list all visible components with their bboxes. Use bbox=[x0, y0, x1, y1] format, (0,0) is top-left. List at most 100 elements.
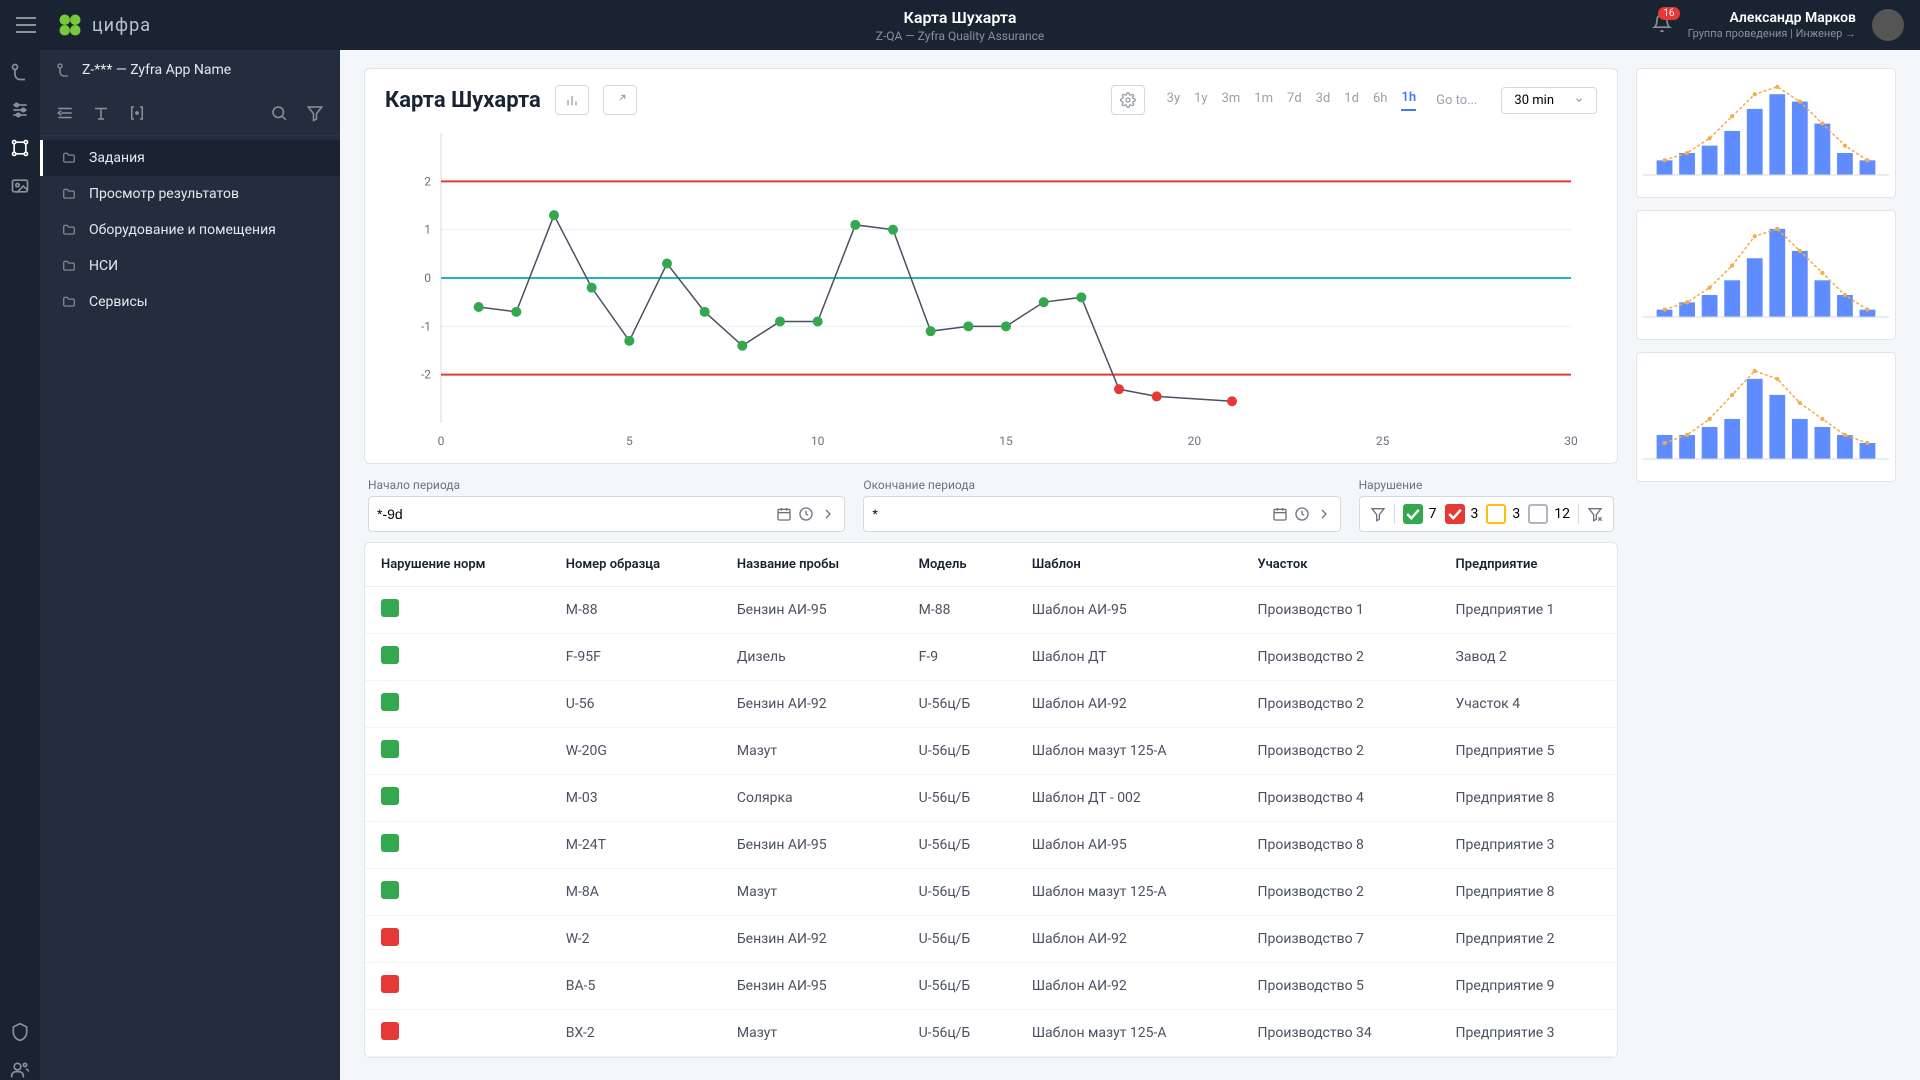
table-row[interactable]: M-03СоляркаU-56ц/БШаблон ДТ - 002Произво… bbox=[365, 775, 1617, 822]
table-row[interactable]: F-95FДизельF-9Шаблон ДТПроизводство 2Зав… bbox=[365, 634, 1617, 681]
chart-stats-button[interactable] bbox=[555, 85, 589, 115]
sidebar-item[interactable]: Задания bbox=[40, 140, 340, 176]
sidebar-item[interactable]: Оборудование и помещения bbox=[40, 212, 340, 248]
period-end-input[interactable] bbox=[863, 496, 1340, 532]
outdent-icon[interactable] bbox=[56, 104, 74, 122]
user-menu[interactable]: Александр Марков Группа проведения | Инж… bbox=[1688, 10, 1856, 40]
table-header[interactable]: Название пробы bbox=[721, 543, 903, 587]
table-row[interactable]: M-24TБензин АИ-95U-56ц/БШаблон АИ-95Прои… bbox=[365, 822, 1617, 869]
rail-icon-image[interactable] bbox=[10, 176, 30, 196]
chart-thumbnail[interactable] bbox=[1636, 210, 1896, 340]
cell-probe: Мазут bbox=[721, 1010, 903, 1057]
clock-icon[interactable] bbox=[798, 506, 814, 522]
range-tab-1h[interactable]: 1h bbox=[1401, 90, 1416, 111]
range-tab-1m[interactable]: 1m bbox=[1254, 91, 1273, 110]
range-tab-6h[interactable]: 6h bbox=[1373, 91, 1387, 110]
sidebar-item[interactable]: НСИ bbox=[40, 248, 340, 284]
range-tab-7d[interactable]: 7d bbox=[1287, 91, 1302, 110]
text-icon[interactable] bbox=[92, 104, 110, 122]
rail-icon-network[interactable] bbox=[10, 138, 30, 158]
period-end-field[interactable] bbox=[872, 506, 1265, 522]
menu-icon[interactable] bbox=[16, 17, 36, 33]
funnel-clear-icon[interactable] bbox=[1587, 506, 1603, 522]
table-header[interactable]: Участок bbox=[1242, 543, 1440, 587]
cell-enterprise: Предприятие 9 bbox=[1440, 963, 1617, 1010]
range-tab-3y[interactable]: 3y bbox=[1167, 91, 1180, 110]
cell-template: Шаблон АИ-95 bbox=[1016, 822, 1242, 869]
range-tab-3m[interactable]: 3m bbox=[1222, 91, 1241, 110]
sidebar-item-label: Оборудование и помещения bbox=[89, 222, 276, 238]
table-row[interactable]: W-2Бензин АИ-92U-56ц/БШаблон АИ-92Произв… bbox=[365, 916, 1617, 963]
calendar-icon[interactable] bbox=[776, 506, 792, 522]
table-header[interactable]: Шаблон bbox=[1016, 543, 1242, 587]
table-row[interactable]: BX-2МазутU-56ц/БШаблон мазут 125-АПроизв… bbox=[365, 1010, 1617, 1057]
search-icon[interactable] bbox=[270, 104, 288, 122]
status-badge bbox=[381, 834, 399, 852]
notifications-button[interactable]: 16 bbox=[1652, 13, 1672, 37]
table-header[interactable]: Нарушение норм bbox=[365, 543, 550, 587]
shewhart-chart: -2-1012051015202530 bbox=[385, 123, 1597, 453]
period-start-input[interactable] bbox=[368, 496, 845, 532]
clock-icon[interactable] bbox=[1294, 506, 1310, 522]
rail-icon-branch[interactable] bbox=[10, 62, 30, 82]
cell-model: F-9 bbox=[903, 634, 1016, 681]
chip-yellow[interactable]: 3 bbox=[1486, 504, 1520, 524]
app-name-bar[interactable]: Z-*** — Zyfra App Name bbox=[40, 50, 340, 90]
interval-value: 30 min bbox=[1514, 93, 1554, 108]
chip-grey[interactable]: 12 bbox=[1528, 504, 1570, 524]
table-row[interactable]: BA-5Бензин АИ-95U-56ц/БШаблон АИ-92Произ… bbox=[365, 963, 1617, 1010]
rail-icon-sliders[interactable] bbox=[10, 100, 30, 120]
chip-red[interactable]: 3 bbox=[1445, 504, 1479, 524]
goto-button[interactable]: Go to... bbox=[1436, 93, 1477, 108]
cell-probe: Солярка bbox=[721, 775, 903, 822]
chart-thumbnail[interactable] bbox=[1636, 352, 1896, 482]
chevron-right-icon[interactable] bbox=[820, 506, 836, 522]
rail-icon-users[interactable] bbox=[10, 1060, 30, 1080]
cell-area: Производство 34 bbox=[1242, 1010, 1440, 1057]
sidebar-item-label: Сервисы bbox=[89, 294, 148, 310]
status-badge bbox=[381, 975, 399, 993]
chart-thumbnail[interactable] bbox=[1636, 68, 1896, 198]
cell-sample: BX-2 bbox=[550, 1010, 721, 1057]
sidebar-toolbar bbox=[40, 90, 340, 136]
svg-text:15: 15 bbox=[999, 434, 1013, 448]
chart-header: Карта Шухарта 3y1y3m1m7d3d1d6h1h Go to..… bbox=[385, 85, 1597, 115]
table-row[interactable]: U-56Бензин АИ-92U-56ц/БШаблон АИ-92Произ… bbox=[365, 681, 1617, 728]
table-row[interactable]: W-20GМазутU-56ц/БШаблон мазут 125-АПроиз… bbox=[365, 728, 1617, 775]
cell-area: Производство 2 bbox=[1242, 681, 1440, 728]
cell-template: Шаблон АИ-92 bbox=[1016, 681, 1242, 728]
chevron-right-icon[interactable] bbox=[1316, 506, 1332, 522]
period-start-field[interactable] bbox=[377, 506, 770, 522]
table-header[interactable]: Модель bbox=[903, 543, 1016, 587]
table-header[interactable]: Номер образца bbox=[550, 543, 721, 587]
cell-sample: F-95F bbox=[550, 634, 721, 681]
avatar[interactable] bbox=[1872, 9, 1904, 41]
cell-enterprise: Предприятие 5 bbox=[1440, 728, 1617, 775]
icon-rail bbox=[0, 50, 40, 1080]
cell-sample: U-56 bbox=[550, 681, 721, 728]
chart-settings-button[interactable] bbox=[1111, 85, 1145, 115]
logo[interactable]: цифра bbox=[56, 11, 151, 39]
folder-icon bbox=[61, 223, 77, 237]
sidebar-item[interactable]: Просмотр результатов bbox=[40, 176, 340, 212]
rail-icon-shield[interactable] bbox=[10, 1022, 30, 1042]
cell-model: U-56ц/Б bbox=[903, 916, 1016, 963]
table-row[interactable]: M-88Бензин АИ-95М-88Шаблон АИ-95Производ… bbox=[365, 587, 1617, 634]
funnel-icon[interactable] bbox=[1370, 506, 1386, 522]
cell-template: Шаблон ДТ - 002 bbox=[1016, 775, 1242, 822]
interval-select[interactable]: 30 min bbox=[1501, 87, 1597, 114]
calendar-icon[interactable] bbox=[1272, 506, 1288, 522]
table-row[interactable]: M-8AМазутU-56ц/БШаблон мазут 125-АПроизв… bbox=[365, 869, 1617, 916]
chart-expand-button[interactable] bbox=[603, 85, 637, 115]
range-tab-1y[interactable]: 1y bbox=[1194, 91, 1207, 110]
range-tab-3d[interactable]: 3d bbox=[1316, 91, 1331, 110]
status-badge bbox=[381, 599, 399, 617]
chip-green[interactable]: 7 bbox=[1403, 504, 1437, 524]
brackets-icon[interactable] bbox=[128, 104, 146, 122]
range-tab-1d[interactable]: 1d bbox=[1344, 91, 1359, 110]
filter-icon[interactable] bbox=[306, 104, 324, 122]
table-header[interactable]: Предприятие bbox=[1440, 543, 1617, 587]
sidebar-item[interactable]: Сервисы bbox=[40, 284, 340, 320]
cell-enterprise: Предприятие 3 bbox=[1440, 1010, 1617, 1057]
sidebar-item-label: НСИ bbox=[89, 258, 118, 274]
